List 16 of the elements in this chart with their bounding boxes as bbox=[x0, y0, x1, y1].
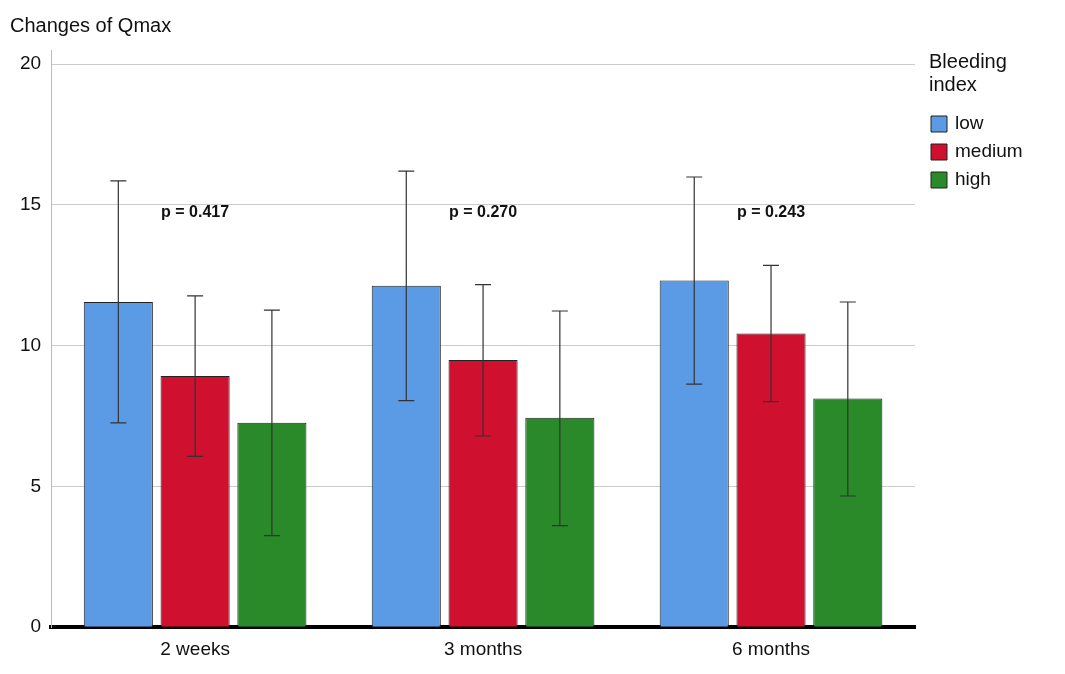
legend-title: Bleeding index bbox=[929, 50, 1007, 95]
x-tick-label: 6 months bbox=[731, 637, 811, 659]
y-tick-label: 5 bbox=[30, 474, 42, 496]
x-tick-label: 2 weeks bbox=[160, 637, 230, 659]
annotation: p = 0.417 bbox=[161, 203, 230, 221]
y-tick-label: 15 bbox=[19, 193, 42, 215]
annotation: p = 0.243 bbox=[737, 203, 806, 221]
annotation: p = 0.270 bbox=[449, 203, 518, 221]
y-axis-title: Changes of Qmax bbox=[10, 14, 172, 36]
y-tick-label: 0 bbox=[30, 615, 42, 637]
x-tick-label: 3 months bbox=[443, 637, 523, 659]
y-tick-label: 20 bbox=[19, 52, 42, 74]
legend-label: low bbox=[955, 112, 984, 134]
y-tick-label: 10 bbox=[19, 333, 42, 355]
legend-label: medium bbox=[955, 140, 1023, 162]
legend-label: high bbox=[955, 168, 991, 190]
